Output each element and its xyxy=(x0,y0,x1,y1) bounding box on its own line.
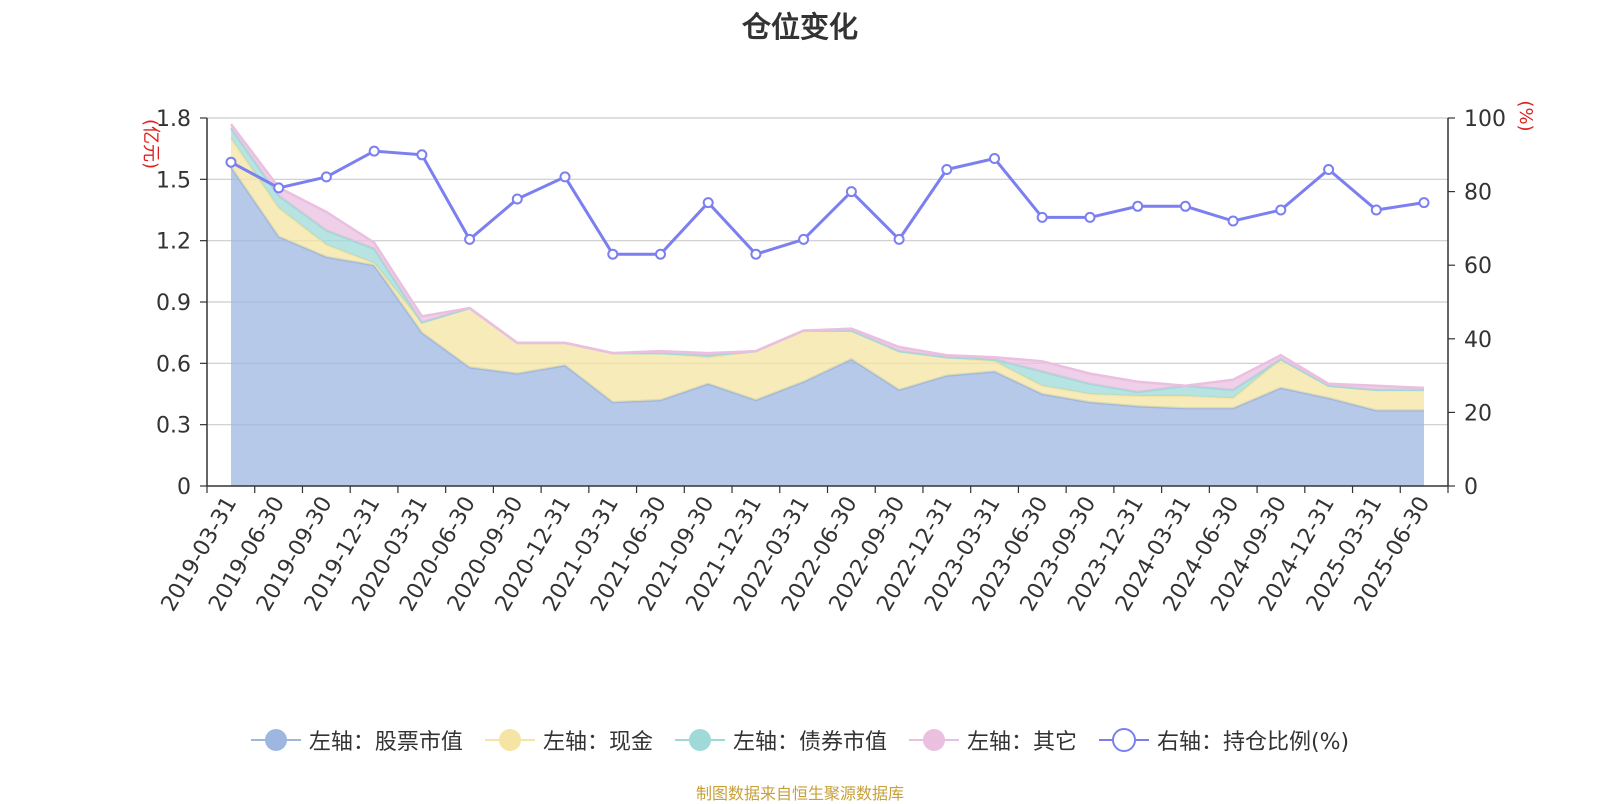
legend-label: 左轴：债券市值 xyxy=(732,730,887,755)
ratio-point xyxy=(368,145,380,157)
left-tick-label: 0.6 xyxy=(156,352,191,377)
ratio-point xyxy=(416,149,428,161)
right-tick-label: 80 xyxy=(1464,181,1492,206)
area-edge-3 xyxy=(230,123,1425,390)
right-tick-label: 60 xyxy=(1464,254,1492,279)
legend-swatch-marker xyxy=(264,729,287,751)
legend-swatch-marker xyxy=(688,729,711,751)
ratio-point xyxy=(845,186,857,198)
ratio-point xyxy=(320,171,332,183)
ratio-point xyxy=(1275,204,1287,216)
ratio-point xyxy=(1370,204,1382,216)
legend-item[interactable]: 左轴：现金 xyxy=(484,724,653,756)
ratio-point xyxy=(1227,215,1239,227)
legend-swatch-marker xyxy=(498,729,521,751)
area-series xyxy=(229,123,1425,486)
legend-swatch-icon xyxy=(908,729,959,751)
chart-plot: 00.30.60.91.21.51.80204060801002019-03-3… xyxy=(140,100,1536,615)
ratio-point xyxy=(511,193,523,205)
legend-item[interactable]: 左轴：债券市值 xyxy=(674,724,887,756)
legend: 左轴：股票市值 左轴：现金 左轴：债券市值 左轴：其它 右轴：持仓比例(%) xyxy=(0,722,1600,758)
left-tick-label: 0.3 xyxy=(156,414,191,439)
legend-swatch-icon xyxy=(484,729,535,751)
legend-swatch-icon xyxy=(674,729,725,751)
legend-item[interactable]: 左轴：其它 xyxy=(908,724,1077,756)
legend-label: 左轴：股票市值 xyxy=(308,730,463,755)
ratio-point xyxy=(464,233,476,245)
chart-title: 仓位变化 xyxy=(741,10,858,44)
ratio-point xyxy=(559,171,571,183)
source-note: 制图数据来自恒生聚源数据库 xyxy=(695,784,904,803)
legend-item[interactable]: 右轴：持仓比例(%) xyxy=(1098,724,1350,756)
legend-label: 左轴：现金 xyxy=(542,730,653,755)
right-axis-unit: (%) xyxy=(1515,100,1536,131)
ratio-point xyxy=(1036,211,1048,223)
ratio-point xyxy=(273,182,285,194)
legend-swatch-marker xyxy=(922,729,945,751)
legend-item[interactable]: 左轴：股票市值 xyxy=(250,724,463,756)
ratio-point xyxy=(1084,211,1096,223)
legend-swatch-marker xyxy=(1111,728,1136,752)
area-1 xyxy=(231,138,1424,411)
ratio-point xyxy=(750,248,762,260)
legend-label: 左轴：其它 xyxy=(966,730,1077,755)
legend-swatch-icon xyxy=(250,729,301,751)
ratio-point xyxy=(1132,200,1144,212)
ratio-line xyxy=(230,149,1425,256)
ratio-point xyxy=(1323,164,1335,175)
ratio-point xyxy=(941,164,953,175)
left-axis-unit: (亿元) xyxy=(140,119,161,169)
ratio-point xyxy=(1179,200,1191,212)
legend-swatch-icon xyxy=(1098,728,1149,752)
legend-label: 右轴：持仓比例(%) xyxy=(1156,730,1350,755)
right-tick-label: 40 xyxy=(1464,328,1492,353)
ratio-point xyxy=(225,156,237,168)
left-tick-label: 1.5 xyxy=(156,168,191,193)
ratio-point xyxy=(607,248,619,260)
right-tick-label: 20 xyxy=(1464,401,1492,426)
ratio-line-series xyxy=(225,145,1430,260)
ratio-point xyxy=(702,197,714,209)
ratio-point xyxy=(989,153,1000,164)
ratio-point xyxy=(1418,197,1430,209)
ratio-point xyxy=(655,248,666,260)
left-tick-label: 0 xyxy=(177,475,191,500)
ratio-point xyxy=(798,233,810,245)
right-tick-label: 0 xyxy=(1464,475,1478,500)
left-tick-label: 1.8 xyxy=(156,107,191,132)
left-tick-label: 1.2 xyxy=(156,230,191,255)
right-tick-label: 100 xyxy=(1464,107,1506,132)
left-tick-label: 0.9 xyxy=(156,291,191,316)
ratio-point xyxy=(893,233,905,245)
